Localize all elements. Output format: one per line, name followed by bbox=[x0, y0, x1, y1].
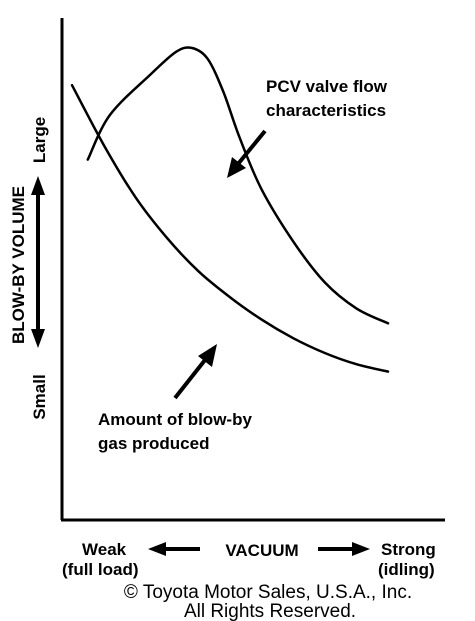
x-axis-high-label-line2: (idling) bbox=[378, 560, 435, 579]
pcv-annotation-line1: PCV valve flow bbox=[266, 77, 388, 96]
y-axis-title: BLOW-BY VOLUME bbox=[9, 186, 28, 344]
y-axis-low-label: Small bbox=[30, 374, 49, 419]
copyright-line2: All Rights Reserved. bbox=[184, 601, 356, 621]
blowby-annotation-arrowhead bbox=[198, 344, 217, 367]
blowby-gas-curve bbox=[70, 83, 390, 373]
series-group bbox=[70, 46, 390, 373]
x-axis-low-label-line1: Weak bbox=[82, 540, 127, 559]
x-axis-high-label-line1: Strong bbox=[381, 540, 436, 559]
blowby-annotation-arrow-shaft bbox=[173, 358, 207, 400]
pcv-annotation-arrow-shaft bbox=[236, 129, 267, 166]
blowby-annotation-line1: Amount of blow-by bbox=[98, 410, 252, 429]
x-strong-arrowhead bbox=[352, 542, 370, 556]
pcv-annotation-line2: characteristics bbox=[266, 101, 386, 120]
pcv-annotation-arrowhead bbox=[227, 157, 246, 178]
x-weak-arrowhead bbox=[148, 542, 166, 556]
y-axis-high-label: Large bbox=[30, 117, 49, 163]
x-axis-low-label-line2: (full load) bbox=[62, 560, 138, 579]
pcv-flow-curve bbox=[86, 46, 390, 325]
y-direction-arrow-down bbox=[31, 329, 45, 348]
x-axis-title: VACUUM bbox=[225, 541, 298, 560]
blowby-annotation-line2: gas produced bbox=[98, 434, 209, 453]
copyright-line1: © Toyota Motor Sales, U.S.A., Inc. bbox=[124, 582, 412, 603]
y-direction-arrow-up bbox=[31, 176, 45, 195]
